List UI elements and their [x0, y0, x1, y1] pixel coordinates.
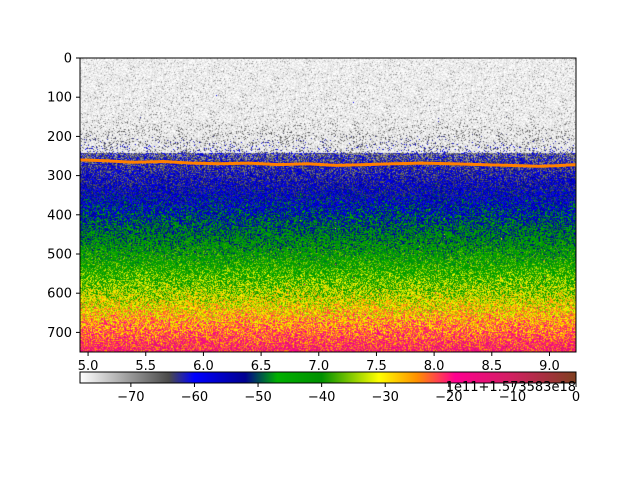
y-axis: 0 100 200 300 400 500 600 700 [47, 52, 80, 341]
colorbar-tick-label: −70 [117, 390, 144, 405]
colorbar-tick-label: 0 [572, 390, 580, 405]
colorbar-tick-label: −30 [372, 390, 399, 405]
y-tick-label: 0 [64, 52, 72, 67]
colorbar-gradient [79, 371, 577, 384]
x-tick-label: 8.5 [481, 359, 502, 374]
x-tick-label: 7.0 [308, 359, 329, 374]
colorbar-tick-label: −20 [435, 390, 462, 405]
x-tick-label: 6.5 [251, 359, 272, 374]
colorbar-tick-label: −10 [499, 390, 526, 405]
x-tick-label: 6.0 [193, 359, 214, 374]
plot-frame [79, 57, 577, 353]
y-tick-label: 600 [47, 287, 72, 302]
colorbar: −70 −60 −50 −40 −30 −20 −10 0 [79, 371, 580, 405]
heatmap-image [80, 58, 576, 352]
x-tick-label: 8.0 [424, 359, 445, 374]
heatmap-plot [79, 57, 577, 353]
x-tick-label: 9.0 [539, 359, 560, 374]
x-tick-label: 7.5 [366, 359, 387, 374]
colorbar-axis: −70 −60 −50 −40 −30 −20 −10 0 [117, 383, 580, 405]
y-tick-label: 500 [47, 248, 72, 263]
colorbar-tick-label: −40 [308, 390, 335, 405]
colorbar-tick-label: −60 [181, 390, 208, 405]
x-offset-label: 1e11+1.573583e18 [446, 380, 576, 395]
surface-line [79, 158, 577, 168]
y-tick-label: 400 [47, 208, 72, 223]
y-tick-label: 100 [47, 91, 72, 106]
y-tick-label: 300 [47, 169, 72, 184]
y-tick-label: 700 [47, 326, 72, 341]
x-tick-label: 5.5 [135, 359, 156, 374]
colorbar-tick-label: −50 [244, 390, 271, 405]
x-axis: 5.0 5.5 6.0 6.5 7.0 7.5 8.0 8.5 9.0 [78, 352, 560, 374]
y-tick-label: 200 [47, 130, 72, 145]
x-tick-label: 5.0 [78, 359, 99, 374]
